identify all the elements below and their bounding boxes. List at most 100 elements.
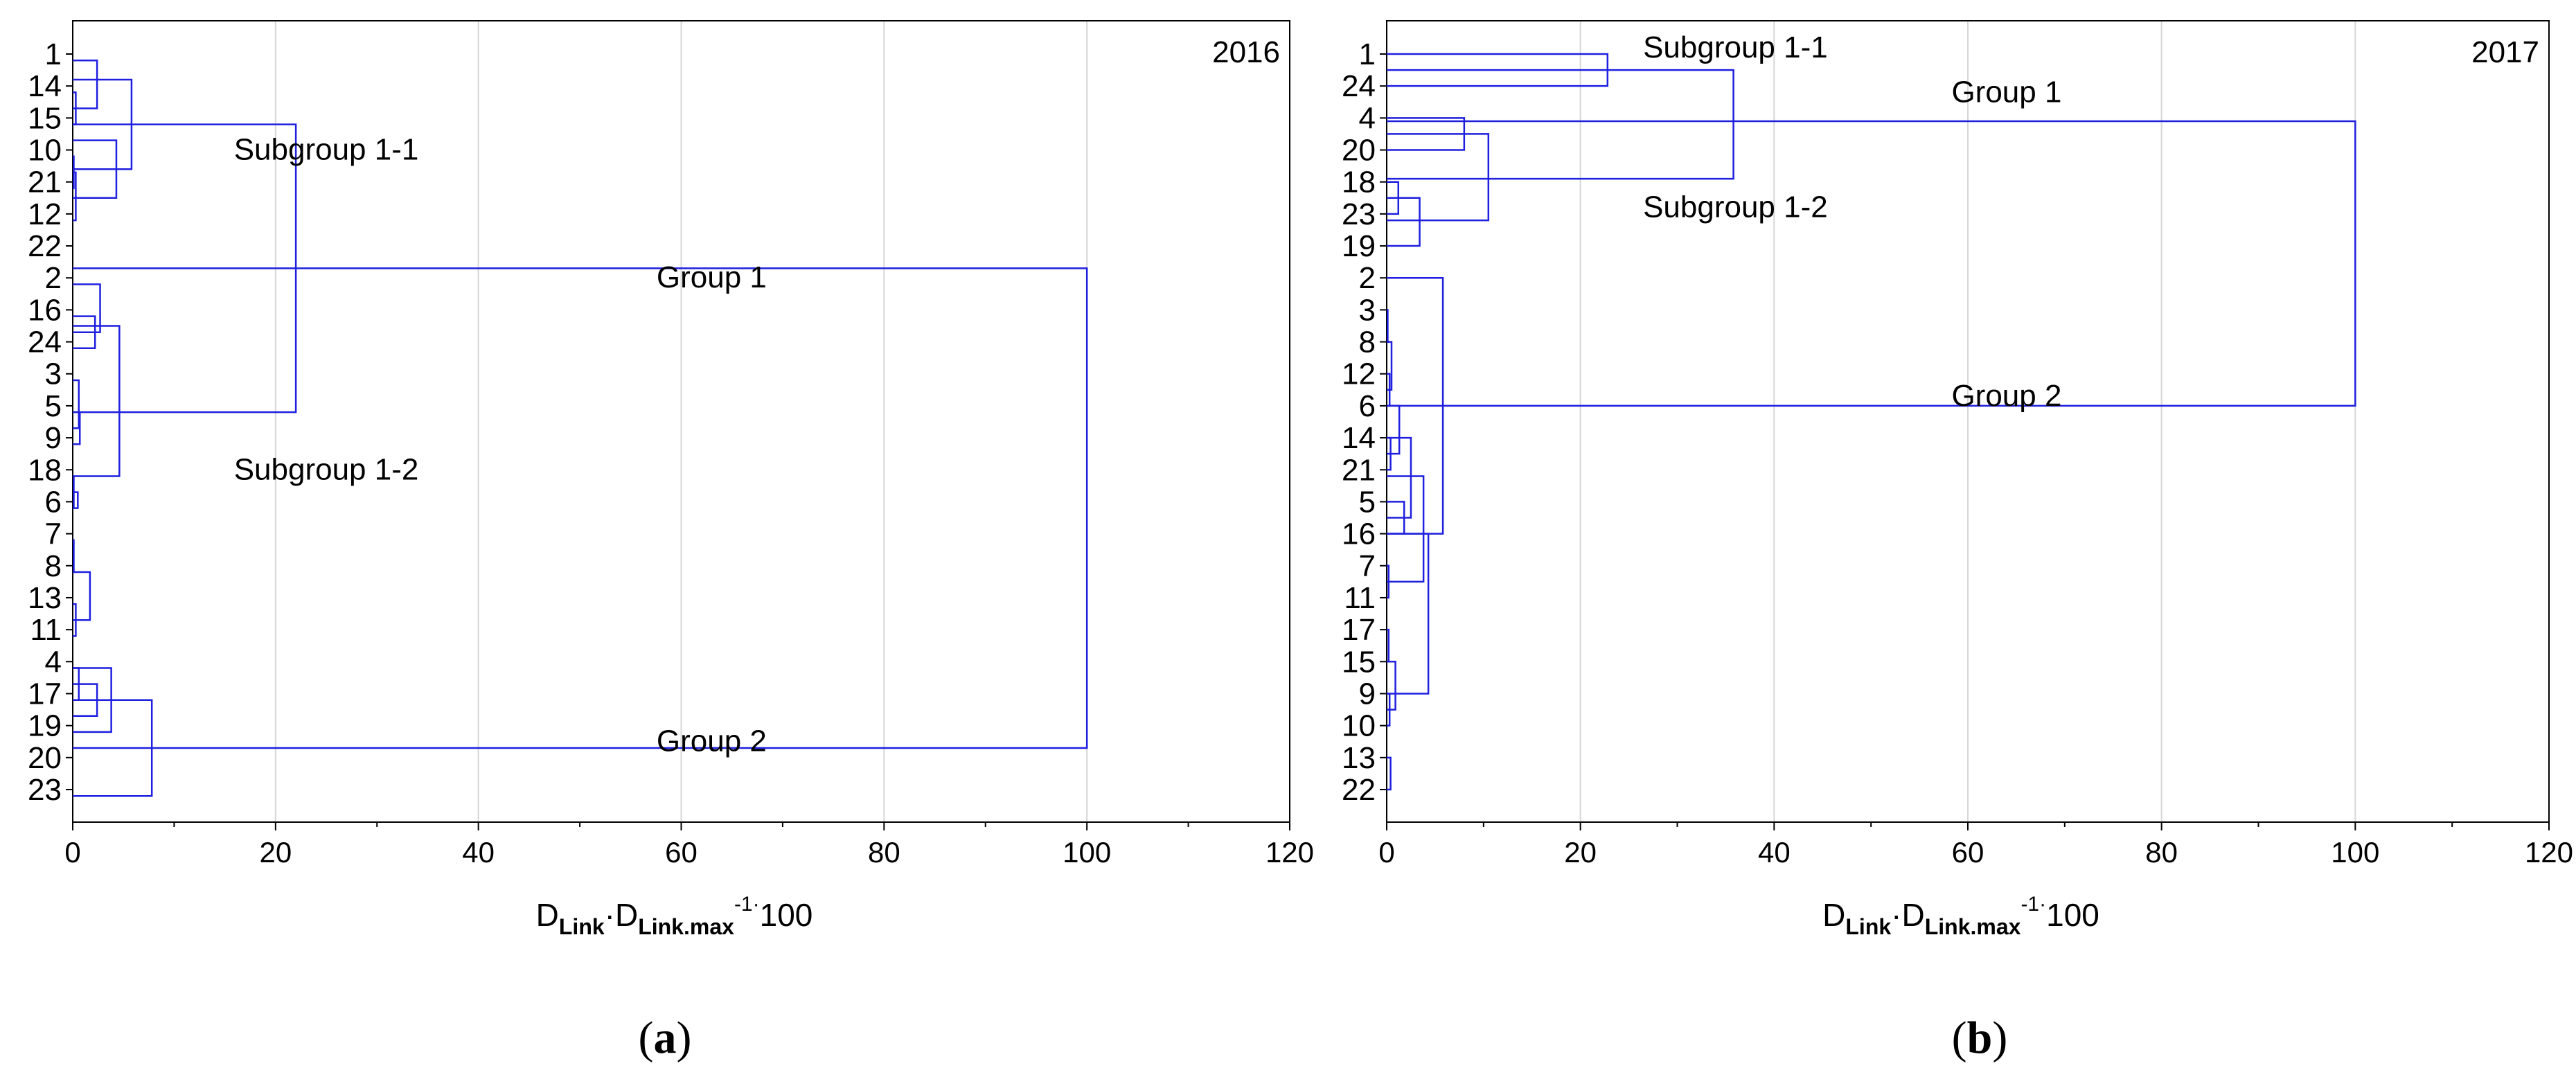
x-tick-label: 100 [2331,836,2379,869]
leaf-label: 15 [1342,645,1376,679]
x-tick-label: 120 [1265,836,1314,869]
group-annotation: Subgroup 1-2 [1643,190,1828,224]
x-tick-label: 20 [1564,836,1597,869]
leaf-label: 23 [28,773,62,807]
x-axis-label-part: D [1901,897,1924,933]
x-axis-label: DLink·DLink.max-1·100 [536,893,813,939]
leaf-label: 24 [28,326,62,359]
x-axis-label-part: -1· [734,893,760,916]
leaf-label: 9 [45,421,62,455]
dendrogram-link [73,283,101,333]
x-axis-label-part: Link [559,914,605,939]
leaf-label: 1 [1359,37,1376,71]
leaf-label: 8 [1359,326,1376,359]
leaf-label: 14 [1342,421,1376,455]
caption-letter: a [654,1013,677,1063]
leaf-label: 21 [1342,453,1376,487]
leaf-label: 14 [28,69,62,103]
leaf-label: 2 [45,261,62,295]
leaf-label: 13 [28,581,62,615]
x-axis-label-part: Link.max [638,914,734,939]
leaf-label: 4 [45,645,62,679]
year-label: 2017 [2471,35,2539,69]
panel-caption: (b) [1952,1013,2008,1063]
x-tick-label: 40 [1758,836,1791,869]
x-tick-label: 40 [462,836,495,869]
leaf-label: 12 [1342,357,1376,391]
x-tick-label: 0 [1378,836,1394,869]
leaf-label: 16 [1342,517,1376,551]
group-annotation: Subgroup 1-2 [234,452,419,486]
leaf-label: 10 [28,134,62,168]
year-label: 2016 [1212,35,1280,69]
caption-letter: b [1967,1013,1993,1063]
dendrogram-link [1387,661,1396,711]
caption-paren-open: ( [639,1013,654,1063]
leaf-label: 3 [1359,293,1376,327]
x-axis-label-part: -1· [2020,893,2046,916]
group-annotation: Subgroup 1-1 [1643,30,1828,64]
dendrogram-panel-b: 0 20 40 60 80 100 1201244201823192381261421516… [1342,20,2573,1063]
x-tick-label: 80 [868,836,900,869]
leaf-label: 17 [1342,613,1376,647]
dendrogram-link [73,491,79,509]
leaf-label: 6 [45,485,62,519]
dendrogram-link [73,171,77,222]
x-axis-label-part: Link [1845,914,1891,939]
dendrogram-link [73,267,1088,749]
leaf-label: 7 [45,517,62,551]
leaf-label: 15 [28,101,62,135]
leaf-label: 5 [45,389,62,423]
leaf-label: 8 [45,549,62,583]
x-tick-label: 120 [2525,836,2573,869]
dendrogram-link [1387,133,1490,222]
x-axis-label-part: · [605,897,615,933]
x-tick-label: 20 [259,836,292,869]
group-annotation: Group 1 [657,260,767,294]
dendrogram-panel-a: 0 20 40 60 80 100 1201141510211222216243591867… [28,20,1314,1063]
leaf-label: 24 [1342,69,1376,103]
caption-paren-close: ) [677,1013,692,1063]
dendrogram-link [1387,404,1401,455]
leaf-label: 19 [1342,229,1376,263]
x-tick-label: 60 [665,836,698,869]
leaf-label: 7 [1359,549,1376,583]
x-axis-label-part: · [1891,897,1901,933]
caption-paren-open: ( [1952,1013,1967,1063]
group-annotation: Group 2 [657,724,767,758]
leaf-label: 19 [28,709,62,743]
x-axis-label-part: D [536,897,559,933]
leaf-label: 6 [1359,389,1376,423]
leaf-label: 11 [1344,581,1376,615]
leaf-label: 3 [45,357,62,391]
x-axis-label: DLink·DLink.max-1·100 [1822,893,2099,939]
leaf-label: 10 [1342,709,1376,743]
dendrogram-link [1387,69,1734,180]
leaf-label: 5 [1359,485,1376,519]
dendrogram-link [73,325,121,477]
dendrogram-link [1387,197,1421,247]
panel-caption: (a) [639,1013,692,1063]
group-annotation: Group 1 [1951,75,2061,109]
dendrogram-link [1387,120,2356,407]
dendrogram-link [73,379,80,429]
leaf-label: 18 [1342,166,1376,199]
x-axis-label-part: 100 [2046,897,2099,933]
leaf-label: 2 [1359,261,1376,295]
group-annotation: Group 2 [1951,379,2061,413]
dendrogram-link [1387,475,1425,583]
x-axis-label-part: D [1822,897,1845,933]
leaf-label: 18 [28,453,62,487]
leaf-label: 11 [30,613,62,647]
leaf-label: 20 [28,741,62,775]
leaf-label: 12 [28,197,62,231]
leaf-label: 22 [28,229,62,263]
x-axis-label-part: Link.max [1925,914,2021,939]
group-annotation: Subgroup 1-1 [234,133,419,167]
dendrogram-link [73,571,91,621]
x-tick-label: 0 [64,836,80,869]
leaf-label: 9 [1359,677,1376,711]
caption-paren-close: ) [1992,1013,2007,1063]
leaf-label: 20 [1342,134,1376,168]
leaf-label: 23 [1342,197,1376,231]
